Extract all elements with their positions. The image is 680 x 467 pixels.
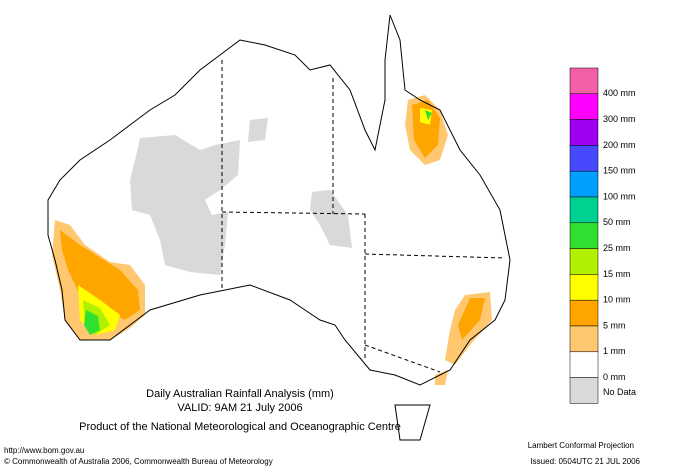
state-borders (221, 60, 506, 373)
legend-swatch (569, 351, 599, 378)
legend-swatch (569, 196, 599, 224)
legend-label: 0 mm (603, 372, 626, 382)
legend-swatch (569, 145, 599, 172)
rain-10mm (78, 108, 432, 335)
map-layer (47, 14, 511, 441)
valid-time: VALID: 9AM 21 July 2006 (177, 402, 302, 414)
legend-swatch (569, 299, 599, 327)
legend-label: 200 mm (603, 140, 636, 150)
legend-swatch (569, 325, 599, 353)
legend-label: 50 mm (603, 217, 631, 227)
legend-label: 1 mm (603, 346, 626, 356)
legend-label: 300 mm (603, 114, 636, 124)
url: http://www.bom.gov.au (4, 446, 84, 455)
legend-label: 15 mm (603, 269, 631, 279)
legend-swatch (569, 248, 599, 275)
legend-label: No Data (603, 387, 636, 397)
legend-swatch (569, 222, 599, 249)
legend-label: 5 mm (603, 320, 626, 330)
product-line: Product of the National Meteorological a… (79, 421, 401, 433)
australia-outline (47, 14, 511, 441)
copyright: © Commonwealth of Australia 2006, Common… (4, 457, 273, 466)
legend-label: 400 mm (603, 88, 636, 98)
legend-swatch (569, 67, 599, 95)
legend-swatch (569, 377, 599, 404)
legend-swatch (569, 119, 599, 146)
legend-label: 25 mm (603, 243, 631, 253)
issued: Issued: 0504UTC 21 JUL 2006 (530, 457, 640, 466)
rain-1mm (52, 95, 492, 385)
legend-swatch (569, 170, 599, 198)
map-title: Daily Australian Rainfall Analysis (mm) (146, 388, 334, 400)
legend-label: 10 mm (603, 295, 631, 305)
no-data-area (130, 118, 352, 275)
legend-label: 150 mm (603, 166, 636, 176)
projection: Lambert Conformal Projection (528, 441, 634, 450)
legend-swatch (569, 274, 599, 301)
legend: 400 mm 300 mm 200 mm 150 mm 100 mm 50 mm 25 mm… (569, 67, 636, 404)
legend-swatch (569, 93, 599, 120)
legend-label: 100 mm (603, 191, 636, 201)
rain-5mm (60, 100, 485, 340)
